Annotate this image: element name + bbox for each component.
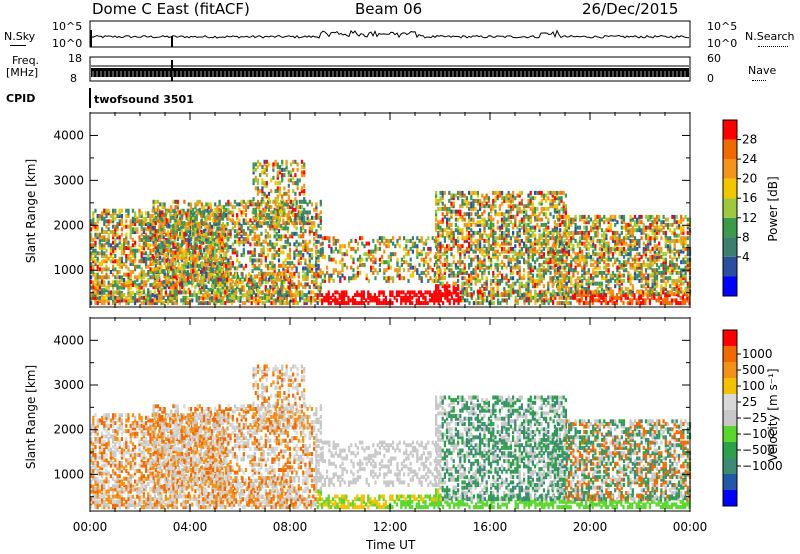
x-tick-label: 00:00 — [73, 520, 108, 534]
velocity-panel: 4000 3000 2000 1000 00:00 04:00 08:00 12:00 16:0… — [53, 317, 707, 534]
nsky-tick-bottom: 10^0 — [52, 37, 83, 50]
freq-tick-top: 18 — [68, 52, 82, 65]
velocity-ylabel: Slant Range [km] — [24, 364, 38, 470]
nsearch-label: N.Search — [745, 30, 795, 43]
colorbar-tick-label: −100 — [742, 427, 775, 441]
nave-dotted-legend — [752, 80, 766, 81]
colorbar-tick-label: 12 — [742, 211, 757, 225]
velocity-colorbar-label: Velocity [m s⁻¹] — [766, 368, 780, 462]
colorbar-tick-label: 16 — [742, 191, 757, 205]
power-colorbar: 28 24 20 16 12 8 4 — [722, 119, 757, 297]
freq-tick-bottom: 8 — [70, 72, 77, 85]
nsky-panel — [89, 20, 691, 48]
station-title: Dome C East (fitACF) — [92, 0, 250, 18]
date-title: 26/Dec/2015 — [582, 0, 679, 18]
colorbar-tick-label: 100 — [742, 379, 765, 393]
x-axis-title: Time UT — [366, 538, 416, 552]
y-tick-label: 4000 — [53, 333, 84, 347]
colorbar-tick-label: 8 — [742, 230, 750, 244]
nsearch-dotted-legend — [758, 46, 788, 47]
colorbar-tick-label: 28 — [742, 133, 757, 147]
y-tick-label: 3000 — [53, 173, 84, 187]
nave-band — [91, 68, 689, 77]
freq-panel — [89, 56, 691, 82]
power-ylabel: Slant Range [km] — [24, 158, 38, 264]
nsky-tick-top: 10^5 — [52, 20, 83, 33]
colorbar-tick-label: −1000 — [742, 459, 783, 473]
nsearch-tick-bottom: 10^0 — [707, 37, 738, 50]
y-tick-label: 4000 — [53, 128, 84, 142]
x-tick-label: 20:00 — [573, 520, 608, 534]
x-tick-label: 08:00 — [273, 520, 308, 534]
y-tick-label: 1000 — [53, 467, 84, 481]
colorbar-tick-label: 25 — [742, 395, 757, 409]
y-tick-label: 1000 — [53, 263, 84, 277]
x-tick-label: 16:00 — [473, 520, 508, 534]
freq-unit-label: [MHz] — [6, 66, 39, 79]
y-tick-label: 3000 — [53, 378, 84, 392]
nave-tick-bottom: 0 — [707, 72, 714, 85]
colorbar-tick-label: 1000 — [742, 347, 773, 361]
x-tick-label: 00:00 — [673, 520, 708, 534]
x-tick-label: 04:00 — [173, 520, 208, 534]
colorbar-tick-label: 20 — [742, 172, 757, 186]
cpid-program: twofsound 3501 — [94, 93, 194, 106]
colorbar-tick-label: 24 — [742, 152, 757, 166]
nsky-trace — [90, 29, 690, 47]
cpid-label: CPID — [6, 92, 36, 105]
nsky-label-underline — [10, 45, 26, 46]
x-tick-label: 12:00 — [373, 520, 408, 534]
nave-tick-top: 60 — [707, 52, 721, 65]
colorbar-tick-label: 500 — [742, 363, 765, 377]
y-tick-label: 2000 — [53, 423, 84, 437]
nave-label: Nave — [748, 64, 777, 77]
colorbar-tick-label: −500 — [742, 443, 775, 457]
freq-label: Freq. — [12, 54, 40, 67]
nsky-label: N.Sky — [4, 30, 36, 43]
nsearch-tick-top: 10^5 — [707, 20, 738, 33]
power-colorbar-label: Power [dB] — [766, 176, 780, 242]
colorbar-tick-label: −25 — [742, 411, 767, 425]
beam-title: Beam 06 — [355, 0, 423, 18]
power-panel: 4000 3000 2000 1000 — [53, 112, 692, 308]
colorbar-tick-label: 4 — [742, 250, 750, 264]
y-tick-label: 2000 — [53, 218, 84, 232]
velocity-colorbar: 1000 500 100 25 −25 −100 −500 −1000 — [722, 329, 783, 507]
